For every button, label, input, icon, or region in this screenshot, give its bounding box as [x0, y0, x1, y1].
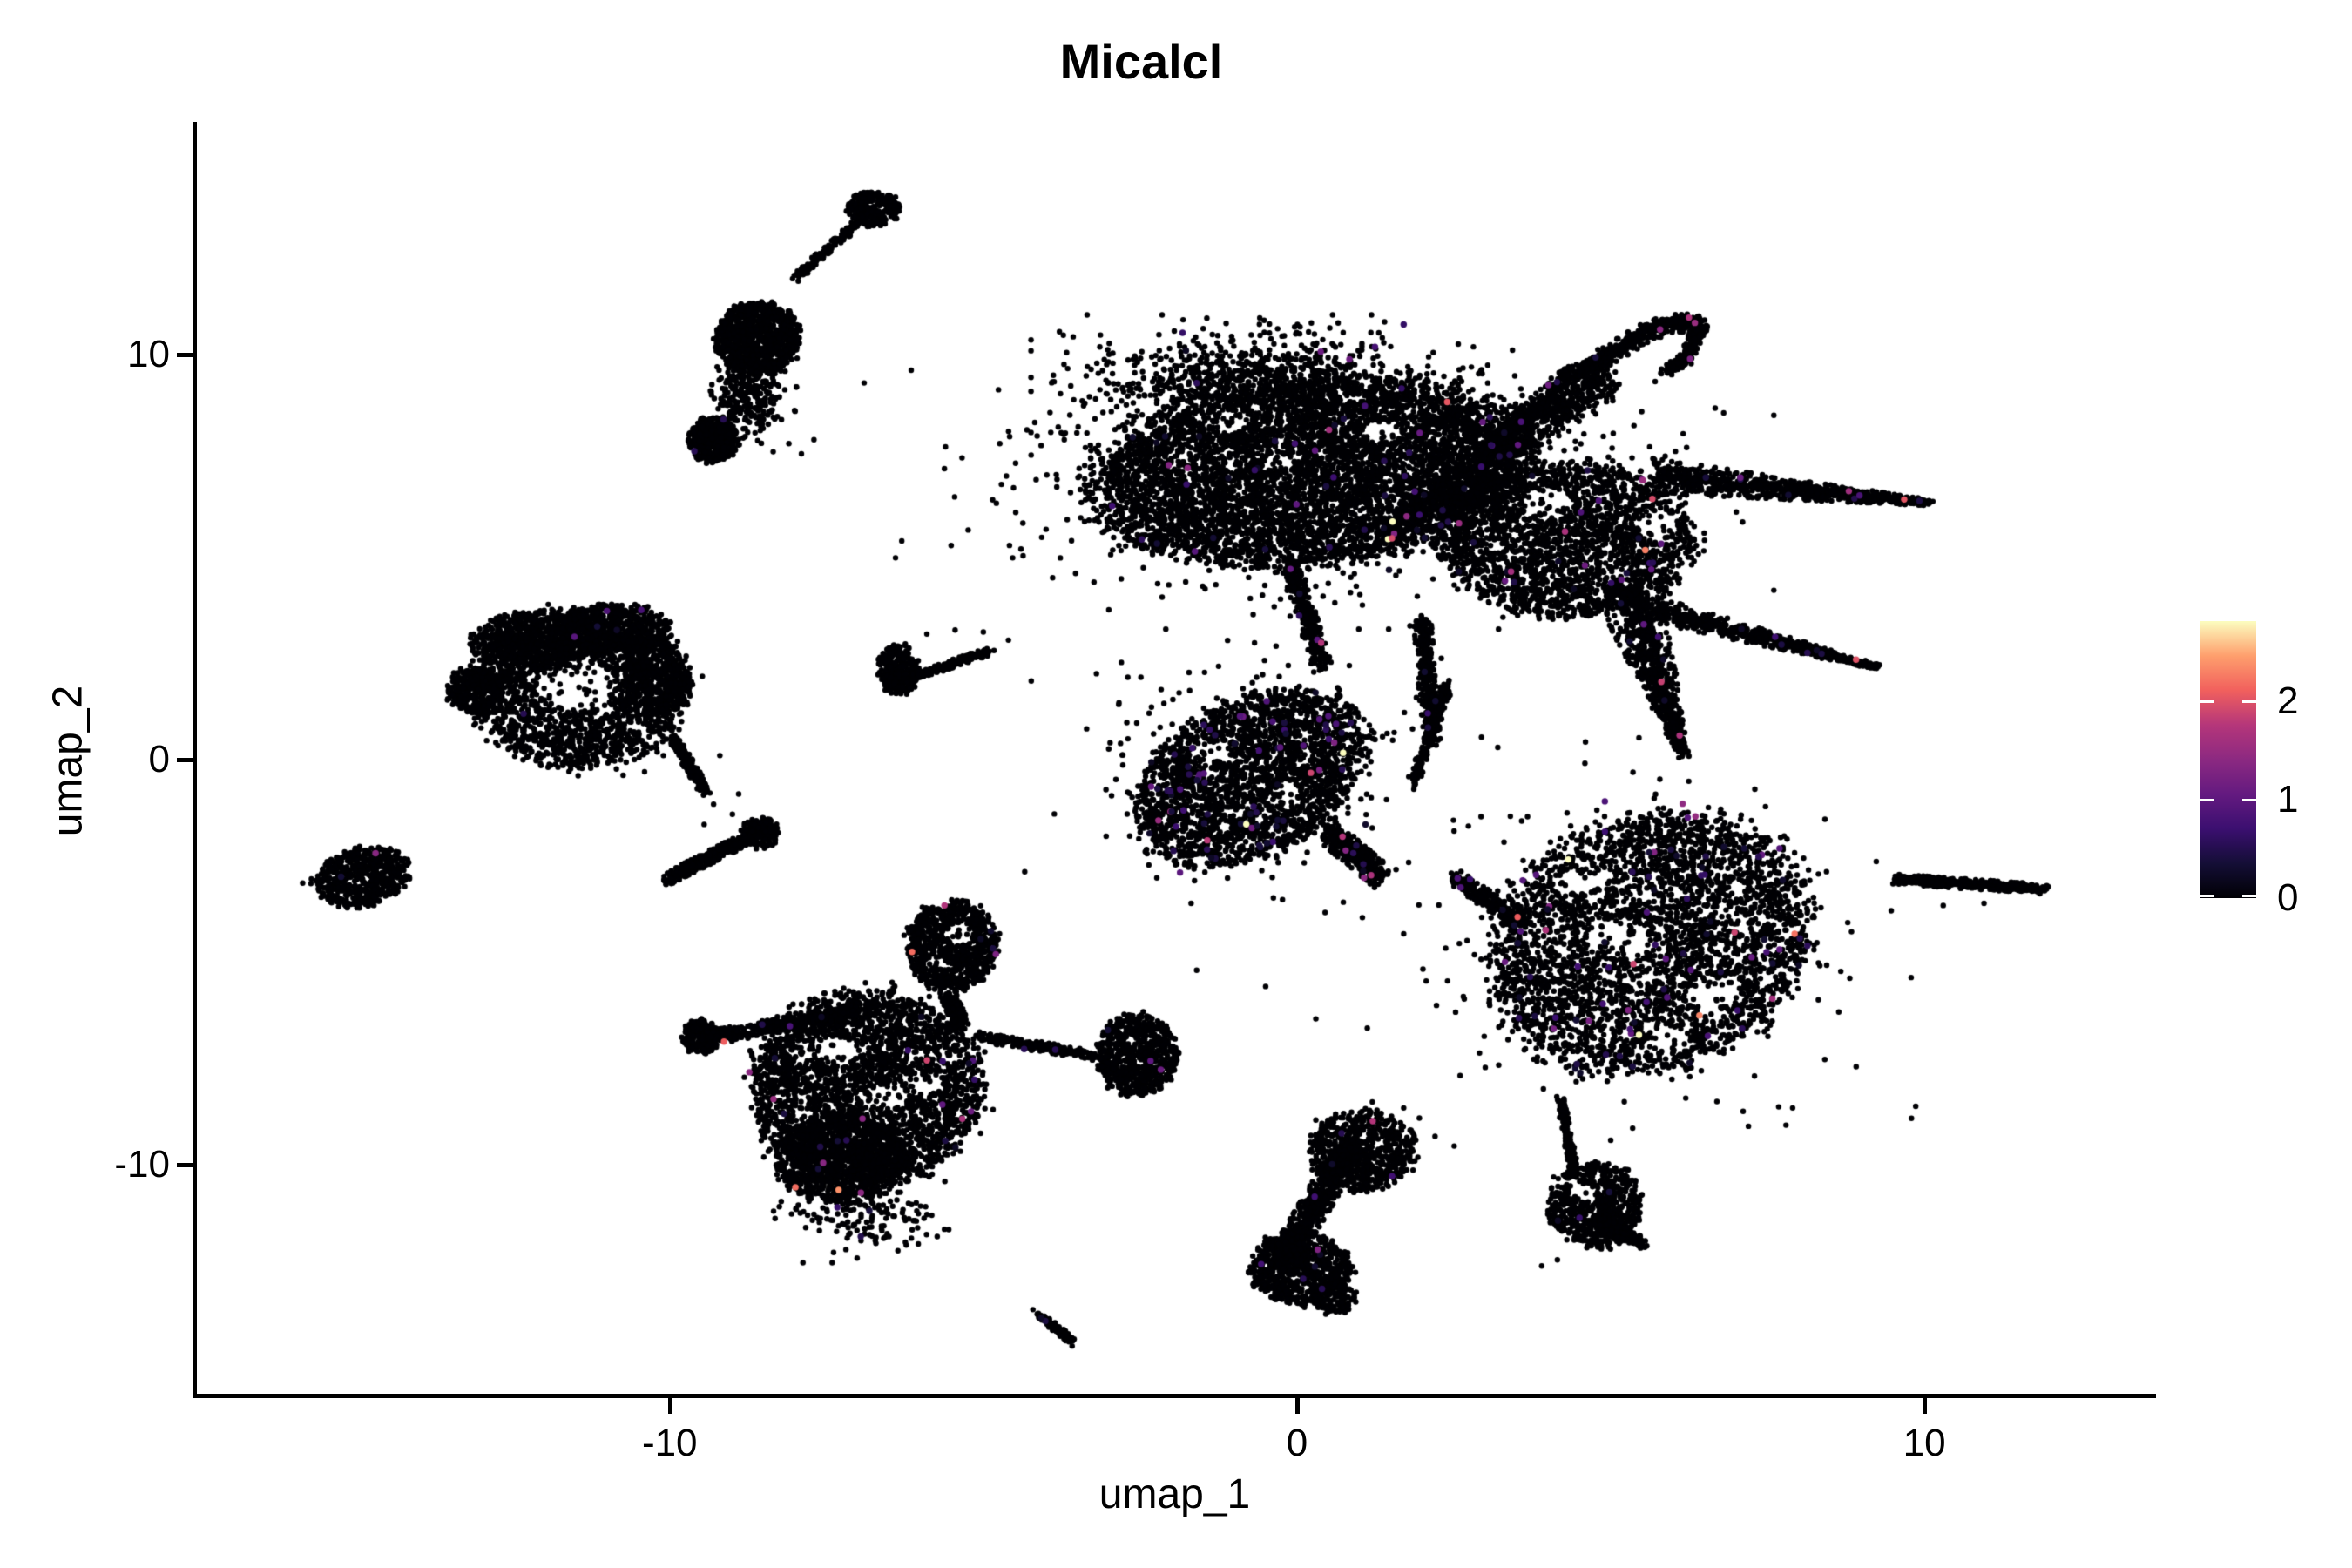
legend-tick-mark	[2242, 700, 2256, 703]
legend-tick-mark	[2242, 798, 2256, 801]
legend-tick-mark	[2200, 798, 2214, 801]
legend-colorbar	[2200, 621, 2256, 898]
y-axis-line	[193, 122, 197, 1397]
legend-tick-label: 2	[2277, 679, 2299, 722]
x-tick-mark	[1923, 1398, 1928, 1414]
x-tick-mark	[1294, 1398, 1300, 1414]
x-tick-label: -10	[641, 1422, 698, 1464]
y-tick-label: 0	[148, 738, 170, 781]
y-tick-mark	[177, 353, 193, 358]
legend-tick-mark	[2200, 700, 2214, 703]
legend-tick-label: 1	[2277, 777, 2299, 821]
x-tick-mark	[667, 1398, 672, 1414]
x-tick-label: 0	[1286, 1422, 1308, 1464]
x-axis-title: umap_1	[1098, 1471, 1251, 1517]
legend-tick-mark	[2242, 895, 2256, 897]
x-axis-line	[193, 1394, 2156, 1398]
x-tick-label: 10	[1903, 1422, 1946, 1464]
legend-tick-label: 0	[2277, 876, 2299, 919]
y-tick-mark	[177, 1162, 193, 1167]
y-axis-title: umap_2	[44, 685, 91, 837]
y-tick-mark	[177, 758, 193, 762]
plot-title: Micalcl	[1059, 34, 1223, 89]
y-tick-label: -10	[114, 1142, 170, 1186]
y-tick-label: 10	[127, 333, 170, 376]
legend-tick-mark	[2200, 895, 2214, 897]
